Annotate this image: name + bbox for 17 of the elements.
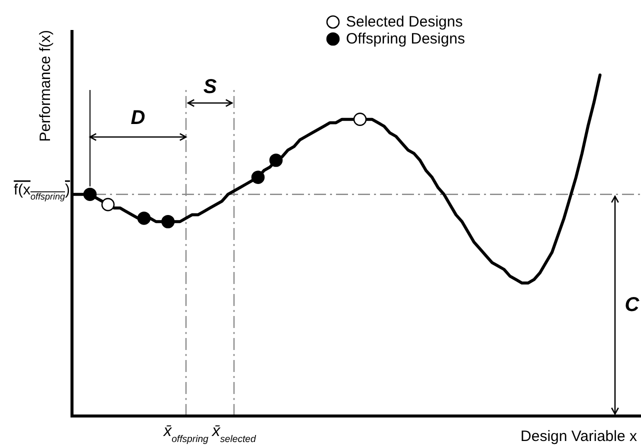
point	[161, 214, 175, 228]
x-tick-label: x̄$_{offspring}$	[162, 423, 210, 444]
legend-label: Selected Designs	[346, 14, 463, 30]
point	[353, 112, 367, 126]
text: C	[624, 294, 640, 316]
point	[251, 170, 265, 184]
point	[83, 188, 97, 201]
annotation: D	[130, 107, 146, 129]
point	[269, 154, 283, 167]
annotation: S	[203, 76, 218, 98]
point	[101, 198, 115, 212]
x-tick-label: x̄$_{selected}$	[211, 423, 257, 444]
x-axis-title: Design Variable x	[520, 428, 638, 445]
legend-label: Offspring Designs	[346, 30, 465, 48]
ref-line-label: f(x$_{offspring}$)	[14, 181, 70, 202]
y-axis-title: Performance f(x)	[37, 30, 54, 142]
point	[137, 212, 151, 225]
